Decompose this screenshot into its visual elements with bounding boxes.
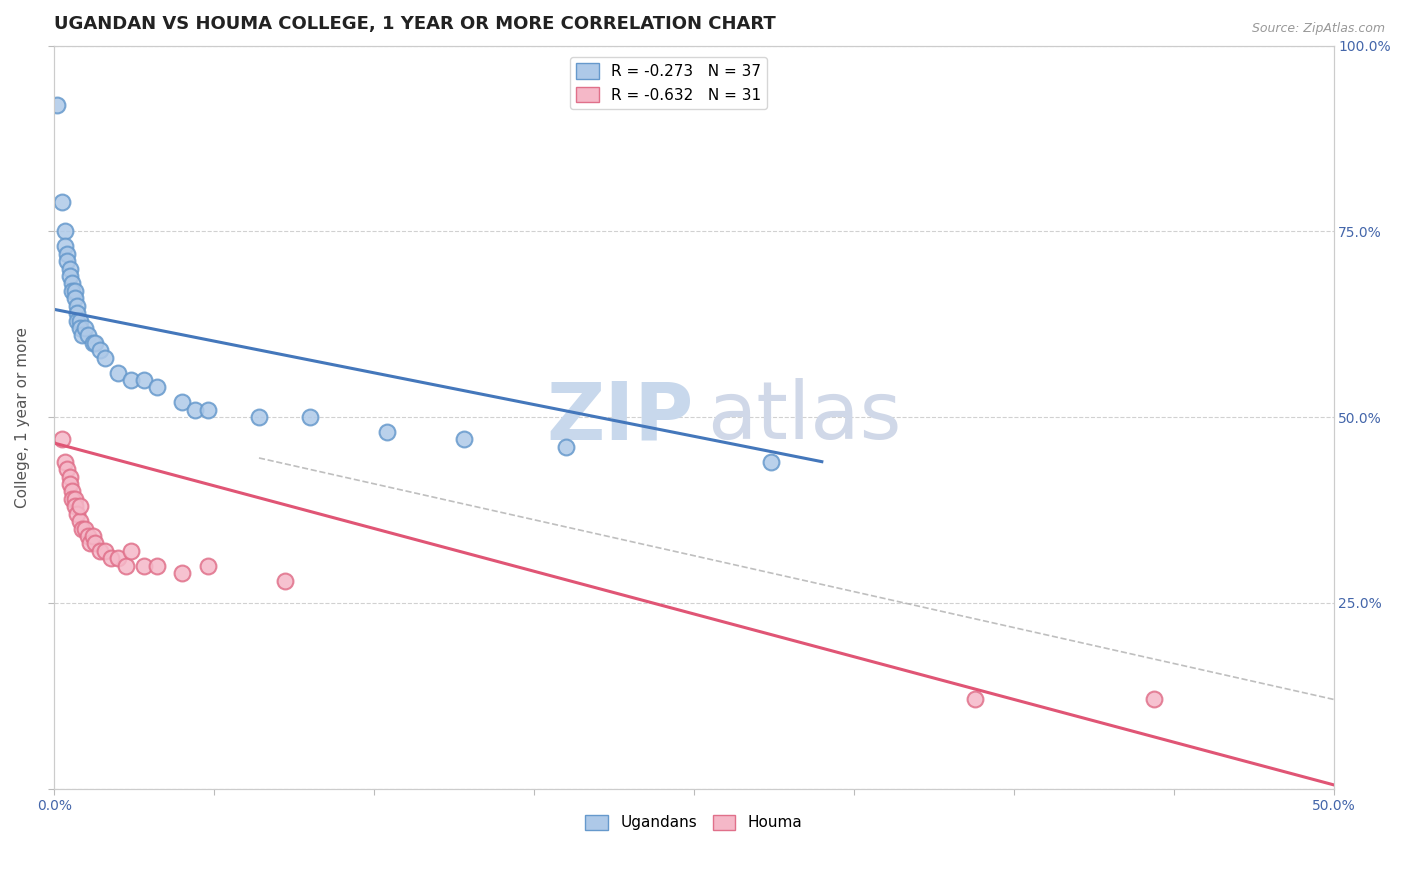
Point xyxy=(73,321,96,335)
Point xyxy=(63,291,86,305)
Point xyxy=(59,261,82,276)
Point xyxy=(60,277,83,291)
Point xyxy=(66,507,89,521)
Point xyxy=(51,194,73,209)
Point xyxy=(107,551,129,566)
Point xyxy=(53,455,76,469)
Point xyxy=(120,544,142,558)
Point xyxy=(299,410,322,425)
Point xyxy=(63,500,86,514)
Point xyxy=(60,491,83,506)
Point xyxy=(66,299,89,313)
Point xyxy=(89,544,111,558)
Point xyxy=(56,254,79,268)
Point xyxy=(82,529,104,543)
Point xyxy=(76,529,98,543)
Point xyxy=(69,321,91,335)
Point xyxy=(84,536,107,550)
Point xyxy=(145,558,167,573)
Point xyxy=(94,351,117,365)
Point xyxy=(63,491,86,506)
Point xyxy=(72,522,94,536)
Point xyxy=(63,284,86,298)
Point xyxy=(69,514,91,528)
Point xyxy=(82,335,104,350)
Text: atlas: atlas xyxy=(707,378,901,456)
Point xyxy=(45,98,67,112)
Point xyxy=(89,343,111,358)
Point xyxy=(66,313,89,327)
Point xyxy=(59,469,82,483)
Point xyxy=(53,239,76,253)
Point xyxy=(79,536,101,550)
Y-axis label: College, 1 year or more: College, 1 year or more xyxy=(15,326,30,508)
Point xyxy=(56,462,79,476)
Point xyxy=(59,477,82,491)
Point xyxy=(59,268,82,283)
Point xyxy=(100,551,122,566)
Legend: Ugandans, Houma: Ugandans, Houma xyxy=(579,808,808,837)
Point xyxy=(53,224,76,238)
Point xyxy=(115,558,138,573)
Point xyxy=(60,484,83,499)
Point xyxy=(453,433,475,447)
Point xyxy=(69,313,91,327)
Text: Source: ZipAtlas.com: Source: ZipAtlas.com xyxy=(1251,22,1385,36)
Point xyxy=(555,440,578,454)
Point xyxy=(375,425,398,439)
Point xyxy=(132,558,155,573)
Point xyxy=(965,692,987,706)
Point xyxy=(60,284,83,298)
Point xyxy=(132,373,155,387)
Point xyxy=(247,410,270,425)
Point xyxy=(66,306,89,320)
Point xyxy=(56,246,79,260)
Point xyxy=(172,566,194,580)
Point xyxy=(72,328,94,343)
Point xyxy=(69,500,91,514)
Point xyxy=(172,395,194,409)
Point xyxy=(76,328,98,343)
Text: ZIP: ZIP xyxy=(547,378,695,456)
Point xyxy=(73,522,96,536)
Point xyxy=(197,558,219,573)
Point xyxy=(759,455,782,469)
Point xyxy=(145,380,167,394)
Point xyxy=(51,433,73,447)
Point xyxy=(107,366,129,380)
Point xyxy=(120,373,142,387)
Point xyxy=(1143,692,1166,706)
Point xyxy=(197,402,219,417)
Point xyxy=(273,574,295,588)
Point xyxy=(184,402,207,417)
Point xyxy=(84,335,107,350)
Point xyxy=(94,544,117,558)
Text: UGANDAN VS HOUMA COLLEGE, 1 YEAR OR MORE CORRELATION CHART: UGANDAN VS HOUMA COLLEGE, 1 YEAR OR MORE… xyxy=(55,15,776,33)
